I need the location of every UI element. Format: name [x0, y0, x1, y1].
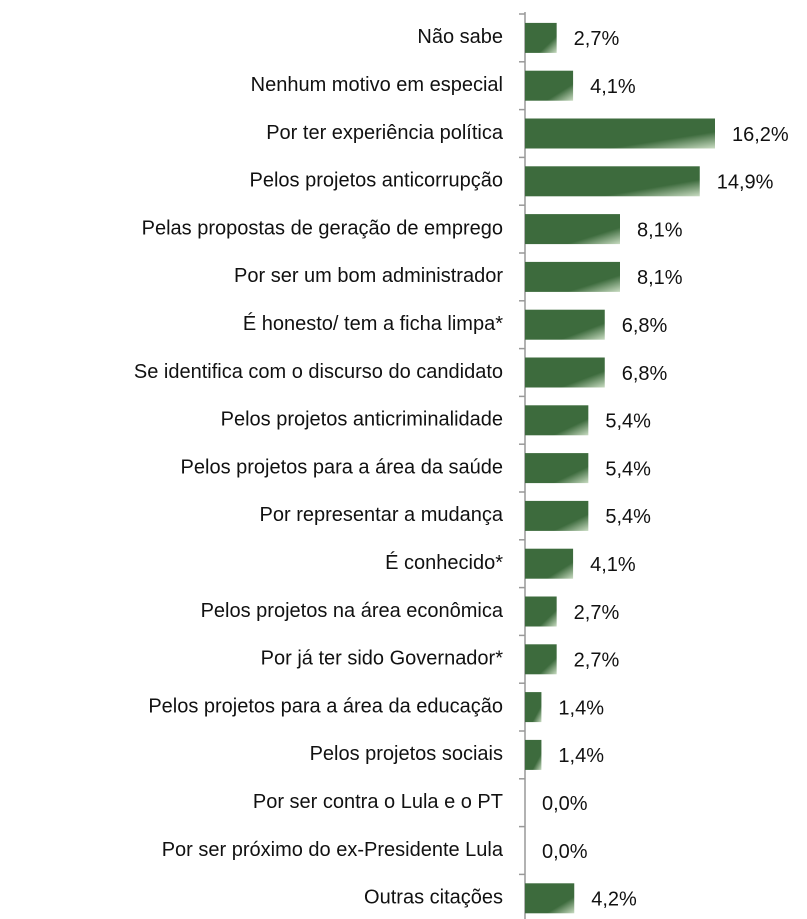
- category-label: Pelos projetos para a área da educação: [148, 695, 503, 717]
- category-label: Pelas propostas de geração de emprego: [142, 217, 503, 239]
- category-label: Por ser próximo do ex-Presidente Lula: [162, 839, 504, 861]
- category-label: Nenhum motivo em especial: [251, 74, 503, 96]
- bar: [525, 405, 589, 436]
- bar: [525, 309, 605, 340]
- value-label: 2,7%: [574, 28, 620, 50]
- bar: [525, 261, 620, 292]
- bar: [525, 357, 605, 388]
- value-label: 16,2%: [732, 124, 789, 146]
- category-label: Pelos projetos para a área da saúde: [181, 456, 503, 478]
- category-label: Não sabe: [417, 26, 503, 48]
- category-label: Por ser contra o Lula e o PT: [253, 791, 503, 813]
- value-label: 4,1%: [590, 76, 636, 98]
- bar: [525, 118, 715, 149]
- bar: [525, 644, 557, 675]
- value-label: 6,8%: [622, 315, 668, 337]
- category-label: Pelos projetos anticriminalidade: [221, 409, 503, 431]
- bar: [525, 500, 589, 531]
- value-label: 6,8%: [622, 363, 668, 385]
- value-label: 4,1%: [590, 554, 636, 576]
- bar: [525, 739, 542, 770]
- bar: [525, 883, 575, 914]
- category-label: Outras citações: [364, 887, 503, 909]
- category-label: Por representar a mudança: [260, 504, 504, 526]
- value-label: 1,4%: [558, 745, 604, 767]
- category-label: Por ser um bom administrador: [234, 265, 503, 287]
- bar: [525, 22, 557, 53]
- value-label: 4,2%: [591, 889, 637, 911]
- bar: [525, 70, 574, 101]
- category-label: Por já ter sido Governador*: [261, 648, 504, 670]
- bar: [525, 548, 574, 579]
- category-label: É honesto/ tem a ficha limpa*: [243, 312, 503, 335]
- value-label: 8,1%: [637, 219, 683, 241]
- bar: [525, 596, 557, 627]
- category-label: Pelos projetos na área econômica: [201, 600, 504, 622]
- category-label: É conhecido*: [385, 551, 503, 574]
- value-label: 0,0%: [542, 841, 588, 863]
- bar: [525, 166, 700, 197]
- category-label: Pelos projetos anticorrupção: [250, 170, 503, 192]
- category-label: Se identifica com o discurso do candidat…: [134, 361, 503, 383]
- category-label: Por ter experiência política: [266, 122, 504, 144]
- bar: [525, 214, 620, 245]
- category-label: Pelos projetos sociais: [310, 743, 503, 765]
- value-label: 5,4%: [605, 411, 651, 433]
- value-label: 14,9%: [717, 172, 774, 194]
- value-label: 1,4%: [558, 697, 604, 719]
- value-label: 0,0%: [542, 793, 588, 815]
- value-label: 2,7%: [574, 602, 620, 624]
- value-label: 5,4%: [605, 458, 651, 480]
- value-label: 2,7%: [574, 650, 620, 672]
- value-label: 8,1%: [637, 267, 683, 289]
- value-label: 5,4%: [605, 506, 651, 528]
- bar: [525, 692, 542, 723]
- bar: [525, 453, 589, 484]
